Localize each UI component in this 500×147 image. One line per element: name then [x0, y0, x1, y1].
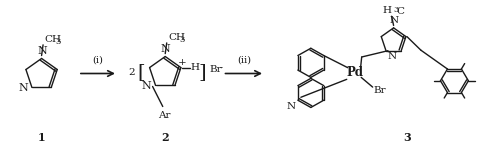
Text: 3: 3	[56, 38, 61, 46]
Text: Pd: Pd	[346, 66, 363, 79]
Text: C: C	[396, 7, 404, 16]
Text: 1: 1	[38, 132, 46, 143]
Text: CH: CH	[168, 33, 185, 42]
Text: 2: 2	[162, 132, 169, 143]
Text: 2: 2	[128, 67, 136, 77]
Text: [: [	[138, 64, 145, 82]
Text: N: N	[161, 44, 170, 54]
Text: N: N	[388, 52, 397, 61]
Text: N: N	[287, 102, 296, 111]
Text: N: N	[37, 46, 47, 56]
Text: (ii): (ii)	[237, 56, 251, 65]
Text: Ar: Ar	[158, 111, 170, 120]
Text: -: -	[220, 63, 223, 72]
Text: N: N	[18, 83, 28, 93]
Text: Br: Br	[374, 86, 386, 95]
Text: H: H	[382, 6, 391, 15]
Text: 3: 3	[403, 132, 411, 143]
Text: (i): (i)	[92, 56, 104, 65]
Text: N: N	[142, 81, 152, 91]
Text: +: +	[178, 58, 187, 67]
Text: CH: CH	[44, 35, 62, 44]
Text: ]: ]	[198, 64, 206, 82]
Text: Br: Br	[210, 65, 222, 74]
Text: 3: 3	[394, 6, 399, 14]
Text: H: H	[191, 63, 200, 72]
Text: 3: 3	[179, 36, 184, 44]
Text: N: N	[390, 16, 398, 25]
